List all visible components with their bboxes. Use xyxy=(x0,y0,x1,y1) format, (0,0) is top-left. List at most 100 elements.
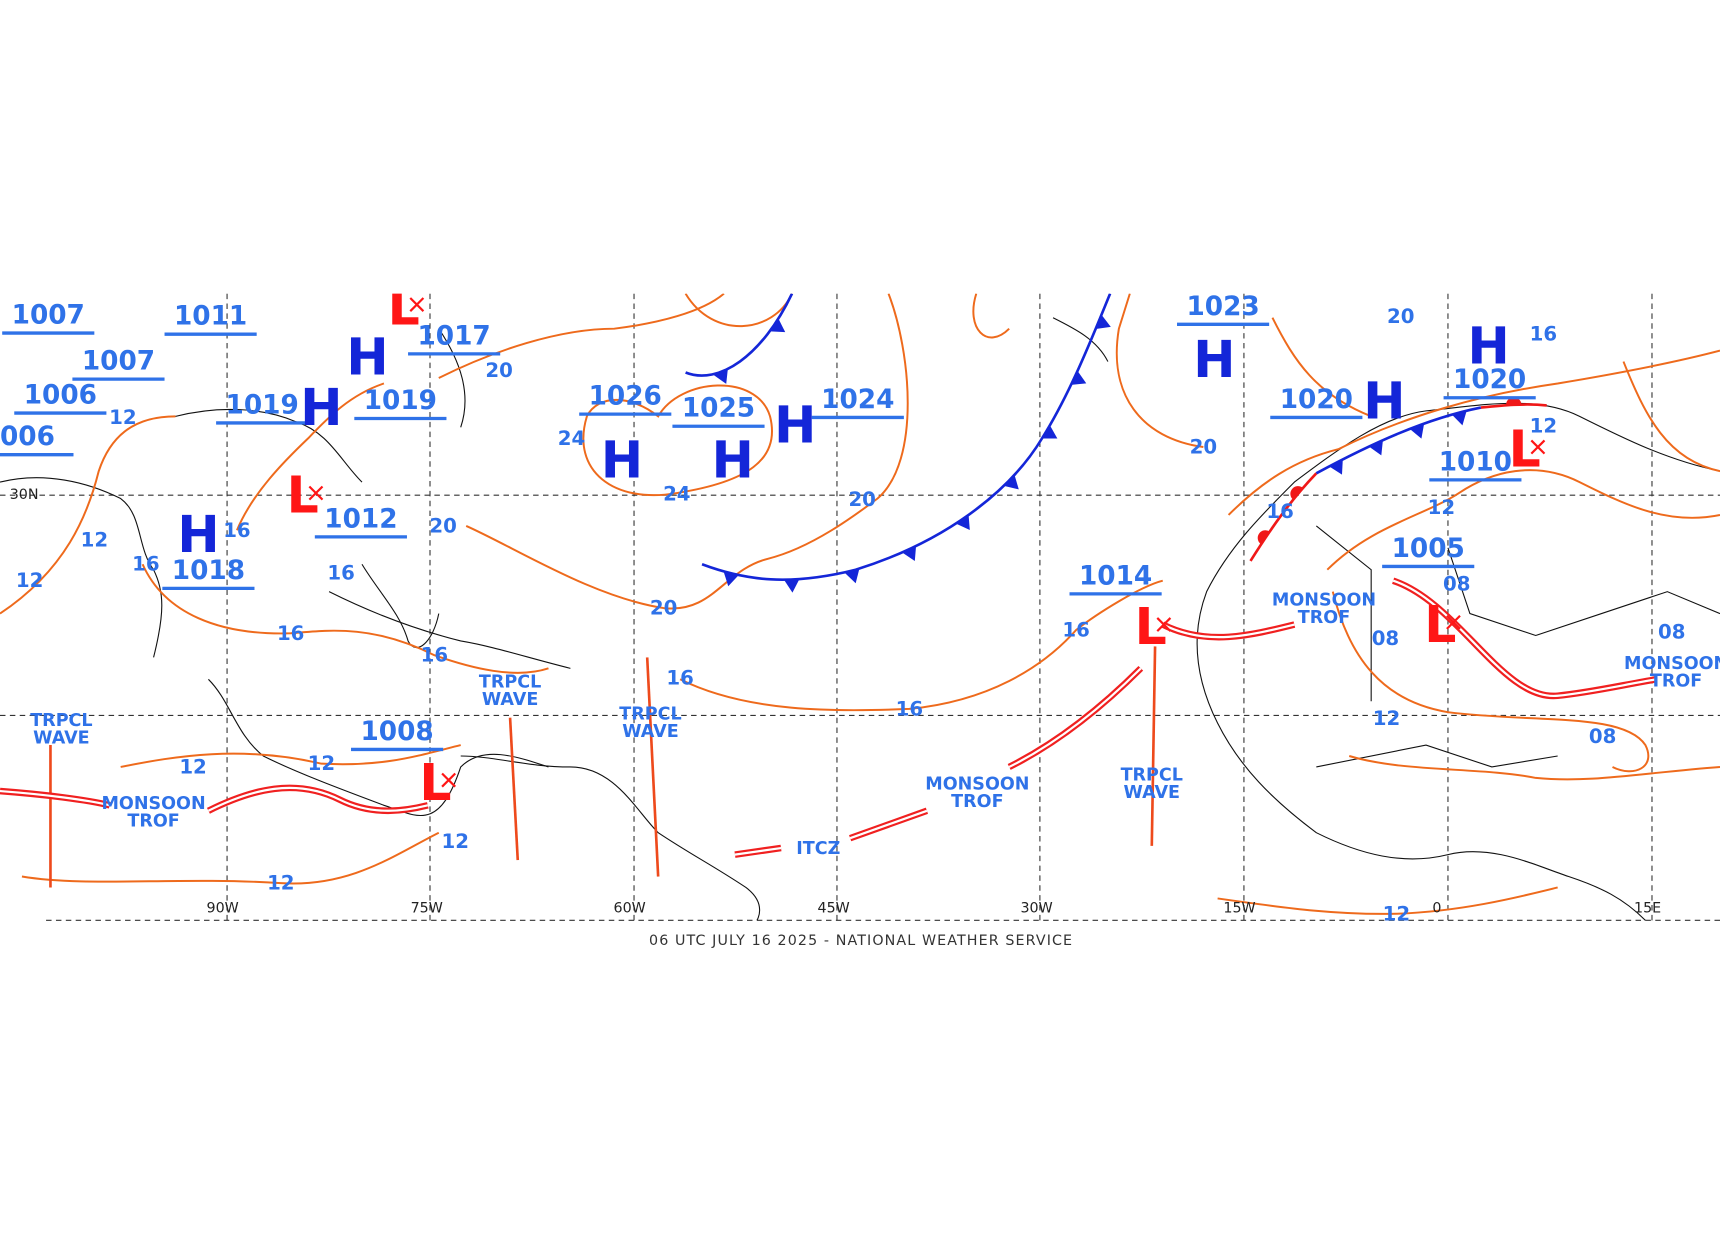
tropical-wave xyxy=(1150,646,1157,846)
isobar-label: 12 xyxy=(441,830,468,853)
isobar-label: 12 xyxy=(179,755,206,778)
pressure-label: 1024 xyxy=(821,385,894,415)
isobar-label: 20 xyxy=(848,488,875,511)
trough-inner xyxy=(1392,579,1657,697)
pressure-label: 1025 xyxy=(682,394,755,424)
isobar-label: 08 xyxy=(1658,621,1685,644)
front-semicircle xyxy=(1257,530,1270,545)
footer: 06 UTC JULY 16 2025 - NATIONAL WEATHER S… xyxy=(649,933,1073,949)
isobar-label: 20 xyxy=(485,359,512,382)
pressure-label: 1020 xyxy=(1280,385,1353,415)
longitude-label: 15W xyxy=(1223,900,1255,916)
isobar-label: 08 xyxy=(1589,725,1616,748)
front xyxy=(1480,403,1547,409)
isobar-label: 20 xyxy=(650,597,677,620)
high-center: H xyxy=(346,328,388,387)
isobar xyxy=(1622,361,1720,473)
trough xyxy=(1007,666,1144,770)
isobar xyxy=(972,293,1010,339)
trough-inner xyxy=(1162,623,1295,639)
coastline xyxy=(1316,744,1558,768)
front-triangle xyxy=(713,368,728,384)
front-triangle xyxy=(1071,370,1087,385)
trough-inner xyxy=(734,846,782,856)
coastline xyxy=(460,755,761,921)
low-cross xyxy=(1530,439,1546,455)
isobar xyxy=(120,744,461,768)
isobar-label: 24 xyxy=(663,483,690,506)
isobar xyxy=(438,293,725,379)
pressure-label: 006 xyxy=(0,422,55,452)
isobar xyxy=(21,831,440,885)
coastline xyxy=(208,678,549,817)
tropical-wave xyxy=(508,717,520,861)
front-triangle xyxy=(1329,459,1343,475)
isobar-label: 12 xyxy=(109,406,136,429)
longitude-label: 75W xyxy=(411,900,443,916)
isobar xyxy=(465,293,909,610)
front-triangle xyxy=(1451,410,1467,426)
isobar xyxy=(1348,755,1720,781)
isobar-label: 20 xyxy=(1190,436,1217,459)
low-cross xyxy=(1156,617,1172,632)
isobar xyxy=(582,384,773,497)
feature-label: MONSOON xyxy=(1272,590,1376,610)
pressure-label: 1012 xyxy=(324,504,397,534)
pressure-label: 1005 xyxy=(1392,534,1465,564)
feature-label: MONSOON xyxy=(925,774,1029,794)
isobar xyxy=(1326,469,1720,571)
feature-label: TROF xyxy=(951,792,1003,812)
front-triangle xyxy=(769,318,786,333)
pressure-label: 1026 xyxy=(589,382,662,412)
isobar xyxy=(141,563,549,674)
trough-inner xyxy=(1008,667,1142,768)
front-triangle xyxy=(844,568,860,584)
pressure-label: 1014 xyxy=(1079,561,1152,591)
pressure-label: 1008 xyxy=(360,717,433,747)
front-triangle xyxy=(1042,425,1058,439)
coastline xyxy=(328,591,571,669)
pressure-label: 1007 xyxy=(12,301,85,331)
isobar-label: 12 xyxy=(1428,496,1455,519)
feature-label: MONSOON xyxy=(1624,654,1720,674)
pressure-label: 1017 xyxy=(418,321,491,351)
high-center: H xyxy=(1193,330,1235,389)
low-cross xyxy=(441,772,457,788)
isobar-label: 12 xyxy=(81,529,108,552)
longitude-label: 90W xyxy=(207,900,239,916)
front-semicircle xyxy=(1290,486,1304,500)
coastline xyxy=(361,563,440,648)
longitude-label: 15E xyxy=(1634,900,1661,916)
coastline xyxy=(1315,525,1372,702)
coastline xyxy=(1052,317,1109,362)
isobar-label: 16 xyxy=(666,667,693,690)
isobar-label: 12 xyxy=(267,872,294,895)
pressure-label: 1023 xyxy=(1186,292,1259,322)
isobar-label: 20 xyxy=(429,514,456,537)
isobar-label: 12 xyxy=(1530,415,1557,438)
low-cross xyxy=(1446,614,1461,630)
feature-label: TROF xyxy=(1298,608,1350,628)
front-triangle xyxy=(902,545,917,562)
isobar xyxy=(0,415,176,615)
isobar-label: 12 xyxy=(308,752,335,775)
isobar-label: 08 xyxy=(1372,627,1399,650)
isobar xyxy=(1271,317,1372,418)
isobar xyxy=(1227,349,1720,516)
map-area: 1026 1025 1024 1023 1020 1020 1010 1005 1014 1017… xyxy=(0,292,1720,924)
coastline xyxy=(0,477,163,658)
front xyxy=(685,293,794,377)
pressure-label: 1020 xyxy=(1453,365,1526,395)
low-cross xyxy=(308,485,324,501)
isobar-label: 12 xyxy=(1373,707,1400,730)
trough-inner xyxy=(849,809,928,840)
tropical-wave xyxy=(645,657,660,877)
pressure-label: 1011 xyxy=(174,302,247,332)
longitude-label: 60W xyxy=(614,900,646,916)
front-triangle xyxy=(1409,423,1425,439)
isobar-label: 12 xyxy=(16,569,43,592)
high-center: H xyxy=(177,505,219,564)
isobar xyxy=(236,382,385,531)
feature-label: TRPCL xyxy=(479,673,541,693)
